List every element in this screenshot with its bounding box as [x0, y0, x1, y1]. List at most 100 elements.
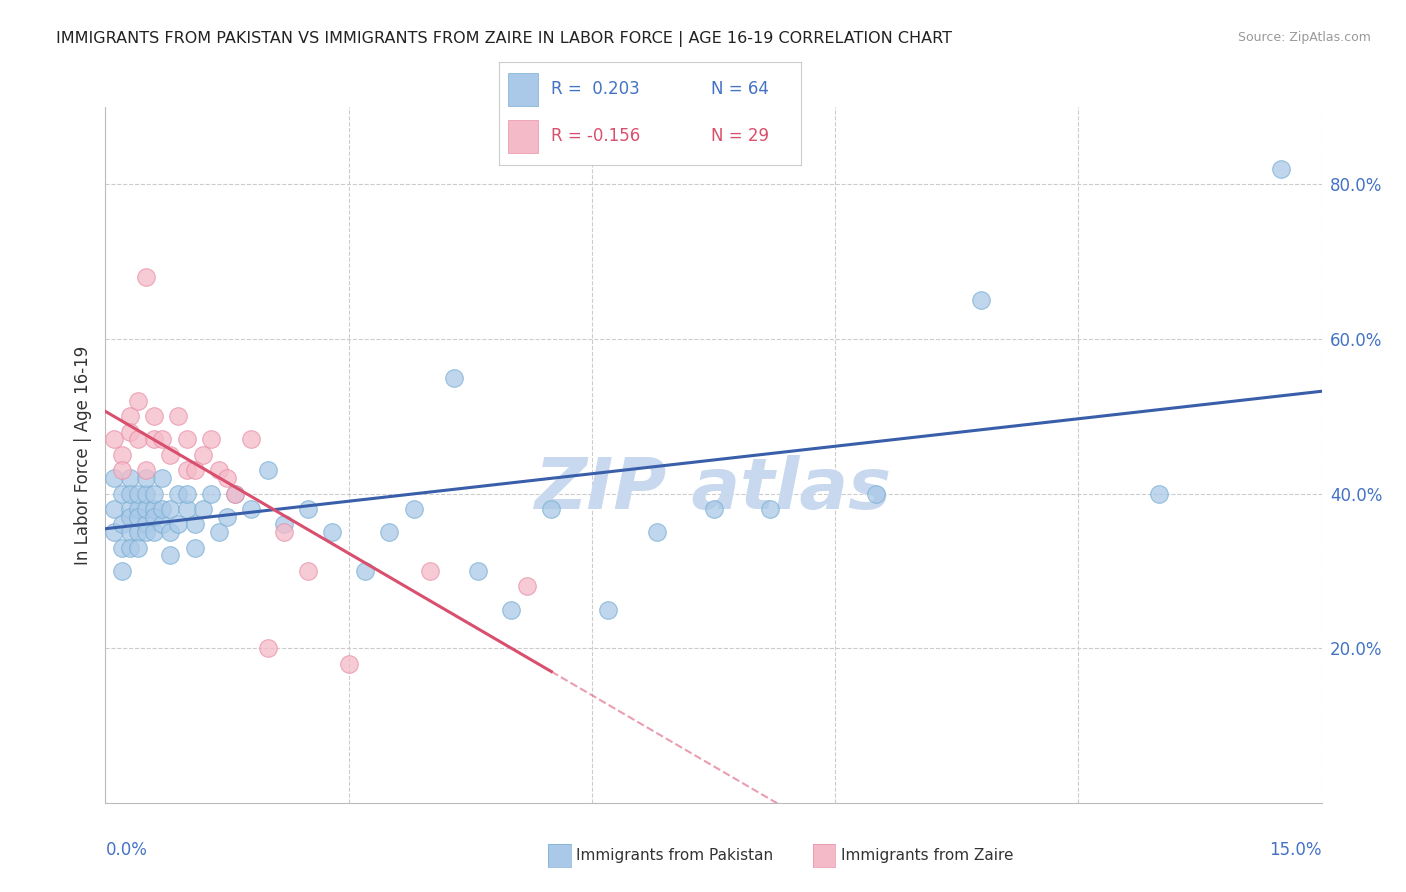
Point — [183, 517, 205, 532]
Point — [191, 448, 214, 462]
Point — [419, 564, 441, 578]
Point — [645, 525, 668, 540]
Point — [499, 602, 522, 616]
Point — [208, 525, 231, 540]
Point — [118, 425, 141, 439]
Point — [150, 471, 173, 485]
Point — [191, 502, 214, 516]
Point — [135, 471, 157, 485]
Text: N = 64: N = 64 — [710, 80, 769, 98]
Point — [143, 433, 166, 447]
Point — [598, 602, 620, 616]
Point — [135, 502, 157, 516]
Point — [103, 471, 125, 485]
Point — [135, 463, 157, 477]
Point — [354, 564, 377, 578]
Point — [200, 433, 222, 447]
Point — [127, 525, 149, 540]
Text: 0.0%: 0.0% — [105, 841, 148, 859]
Text: Immigrants from Pakistan: Immigrants from Pakistan — [576, 848, 773, 863]
Point — [273, 517, 295, 532]
Point — [111, 463, 134, 477]
Point — [111, 564, 134, 578]
Point — [111, 486, 134, 500]
Point — [127, 502, 149, 516]
Point — [865, 486, 887, 500]
Point — [118, 541, 141, 555]
Point — [224, 486, 246, 500]
Point — [176, 502, 198, 516]
Point — [111, 517, 134, 532]
Point — [135, 525, 157, 540]
Point — [127, 509, 149, 524]
Point — [143, 509, 166, 524]
Point — [127, 541, 149, 555]
Point — [402, 502, 425, 516]
Text: IMMIGRANTS FROM PAKISTAN VS IMMIGRANTS FROM ZAIRE IN LABOR FORCE | AGE 16-19 COR: IMMIGRANTS FROM PAKISTAN VS IMMIGRANTS F… — [56, 31, 952, 47]
Point — [103, 525, 125, 540]
Point — [103, 433, 125, 447]
Point — [443, 370, 465, 384]
Point — [540, 502, 562, 516]
Point — [143, 525, 166, 540]
Point — [183, 541, 205, 555]
Point — [127, 433, 149, 447]
Point — [176, 463, 198, 477]
Text: Immigrants from Zaire: Immigrants from Zaire — [841, 848, 1014, 863]
Point — [167, 517, 190, 532]
FancyBboxPatch shape — [508, 120, 538, 153]
Point — [118, 471, 141, 485]
Point — [224, 486, 246, 500]
Point — [1149, 486, 1171, 500]
Point — [176, 433, 198, 447]
Point — [111, 448, 134, 462]
FancyBboxPatch shape — [508, 73, 538, 105]
Point — [159, 448, 181, 462]
Point — [183, 463, 205, 477]
Point — [467, 564, 489, 578]
Point — [167, 409, 190, 424]
Point — [970, 293, 993, 308]
Point — [118, 409, 141, 424]
Point — [273, 525, 295, 540]
Point — [297, 564, 319, 578]
Point — [135, 486, 157, 500]
Point — [240, 502, 263, 516]
Point — [159, 525, 181, 540]
Point — [150, 433, 173, 447]
Text: R =  0.203: R = 0.203 — [551, 80, 640, 98]
Y-axis label: In Labor Force | Age 16-19: In Labor Force | Age 16-19 — [73, 345, 91, 565]
Point — [256, 463, 278, 477]
Text: Source: ZipAtlas.com: Source: ZipAtlas.com — [1237, 31, 1371, 45]
Point — [759, 502, 782, 516]
Point — [217, 509, 239, 524]
Point — [135, 270, 157, 285]
Point — [127, 393, 149, 408]
Point — [127, 486, 149, 500]
Point — [118, 525, 141, 540]
Point — [200, 486, 222, 500]
Point — [176, 486, 198, 500]
Text: N = 29: N = 29 — [710, 128, 769, 145]
Point — [103, 502, 125, 516]
Point — [208, 463, 231, 477]
Point — [150, 502, 173, 516]
Point — [240, 433, 263, 447]
Point — [297, 502, 319, 516]
Point — [702, 502, 725, 516]
Point — [321, 525, 343, 540]
Point — [143, 409, 166, 424]
Point — [167, 486, 190, 500]
Point — [256, 641, 278, 656]
Point — [135, 517, 157, 532]
Point — [1270, 161, 1292, 176]
Text: ZIP atlas: ZIP atlas — [534, 455, 893, 524]
Text: 15.0%: 15.0% — [1270, 841, 1322, 859]
Text: R = -0.156: R = -0.156 — [551, 128, 640, 145]
Point — [118, 509, 141, 524]
Point — [118, 486, 141, 500]
Point — [378, 525, 401, 540]
Point — [159, 502, 181, 516]
Point — [159, 549, 181, 563]
Point — [143, 502, 166, 516]
